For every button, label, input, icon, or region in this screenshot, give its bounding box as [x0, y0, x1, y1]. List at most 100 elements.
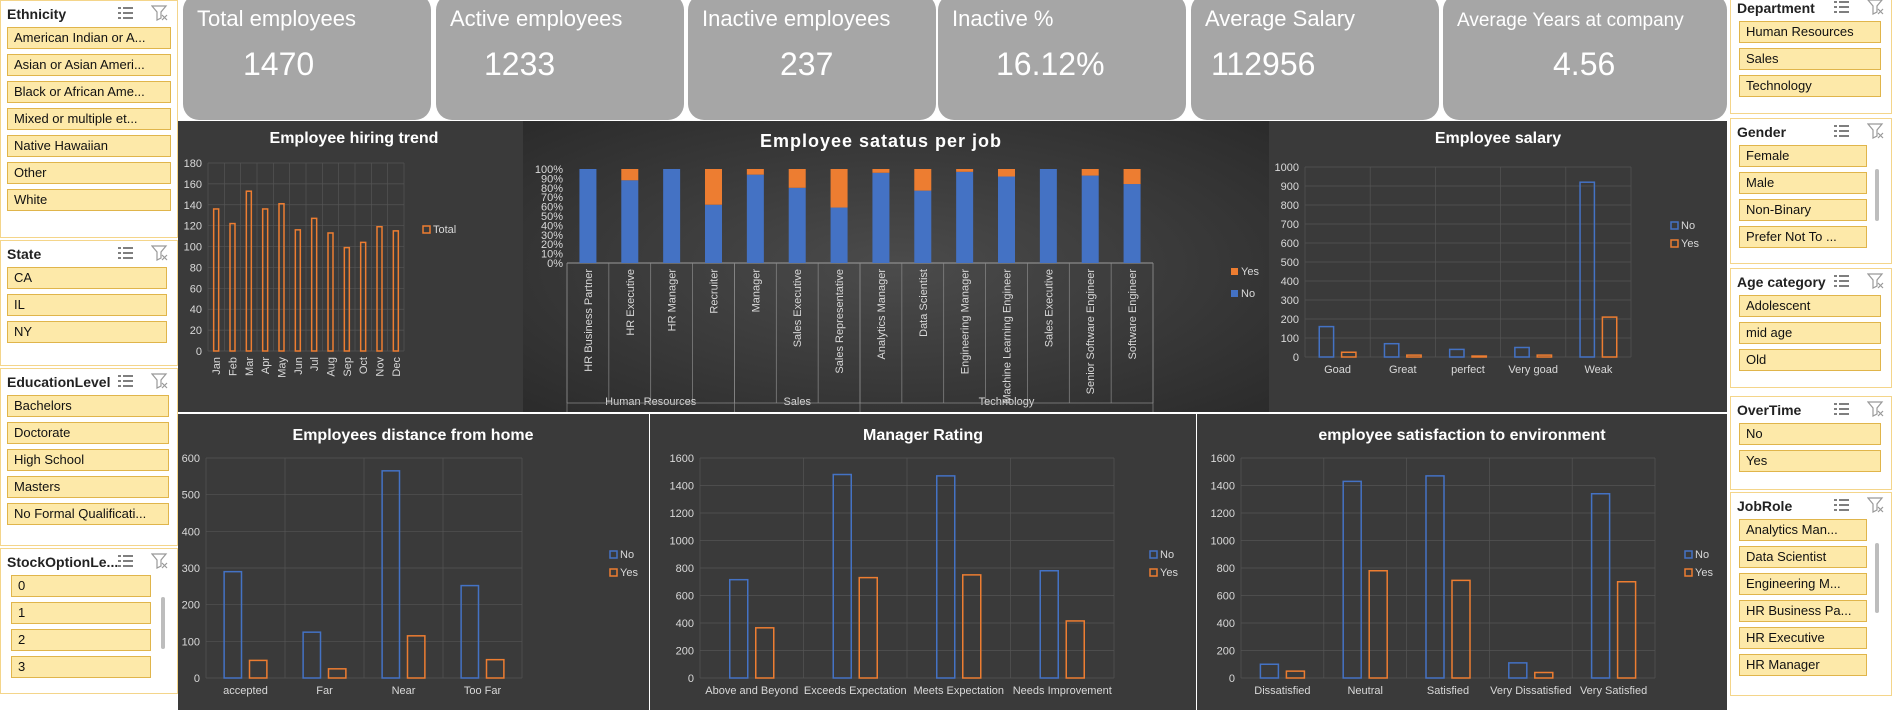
legend-label: No	[1241, 288, 1255, 300]
slicer-scrollbar[interactable]	[161, 597, 165, 649]
slicer-item[interactable]: Female	[1739, 145, 1867, 167]
y-tick-label: 700	[1281, 219, 1299, 231]
slicer-item[interactable]: Native Hawaiian	[7, 135, 171, 157]
stock-option-slicer: StockOptionLe... 0 1 2 3	[0, 548, 178, 694]
y-tick-label: 1200	[1211, 508, 1235, 520]
clear-filter-icon[interactable]	[151, 373, 169, 389]
y-tick-label: 1000	[1275, 162, 1299, 174]
slicer-item[interactable]: NY	[7, 321, 167, 343]
clear-filter-icon[interactable]	[151, 5, 169, 21]
bar	[1508, 662, 1528, 679]
slicer-item[interactable]: Data Scientist	[1739, 546, 1867, 568]
y-tick-label: 800	[1217, 563, 1235, 575]
slicer-item[interactable]: No	[1739, 423, 1881, 445]
bar	[229, 222, 236, 352]
job-role-slicer: JobRole Analytics Man... Data Scientist …	[1730, 492, 1892, 696]
slicer-item[interactable]: Masters	[7, 476, 169, 498]
overtime-slicer-title: OverTime	[1737, 402, 1802, 418]
clear-filter-icon[interactable]	[1867, 497, 1885, 513]
slicer-item[interactable]: Human Resources	[1739, 21, 1881, 43]
y-tick-label: 0	[1229, 673, 1235, 685]
y-tick-label: 800	[1281, 200, 1299, 212]
bar	[392, 230, 400, 352]
bar	[1616, 581, 1637, 679]
x-tick-label: Very goad	[1508, 364, 1558, 376]
distance-from-home-chart: Employees distance from home 0 100 200 300 40…	[178, 414, 649, 710]
x-tick-label: Dec	[391, 357, 403, 377]
slicer-item[interactable]: Sales	[1739, 48, 1881, 70]
slicer-item[interactable]: CA	[7, 267, 167, 289]
multi-select-icon[interactable]	[1833, 401, 1851, 417]
slicer-item[interactable]: Analytics Man...	[1739, 519, 1867, 541]
x-tick-label: HR Executive	[625, 269, 637, 336]
multi-select-icon[interactable]	[1833, 273, 1851, 289]
y-tick-label: 160	[184, 179, 202, 191]
clear-filter-icon[interactable]	[1867, 123, 1885, 139]
slicer-item[interactable]: HR Executive	[1739, 627, 1867, 649]
legend-label: No	[1160, 549, 1174, 561]
slicer-item[interactable]: HR Business Pa...	[1739, 600, 1867, 622]
x-tick-label: Meets Expectation	[914, 685, 1005, 697]
y-tick-label: 50%	[541, 211, 563, 223]
slicer-item[interactable]: Asian or Asian Ameri...	[7, 54, 171, 76]
bar	[1590, 493, 1611, 679]
slicer-item[interactable]: Non-Binary	[1739, 199, 1867, 221]
slicer-item[interactable]: High School	[7, 449, 169, 471]
y-tick-label: 100	[184, 242, 202, 254]
legend-swatch	[609, 568, 618, 577]
multi-select-icon[interactable]	[1833, 123, 1851, 139]
bar-segment	[872, 172, 890, 263]
bar	[1471, 355, 1488, 358]
x-tick-label: Very Dissatisfied	[1490, 685, 1571, 697]
multi-select-icon[interactable]	[1833, 497, 1851, 513]
legend-label: Yes	[1241, 266, 1259, 278]
bar	[832, 473, 852, 679]
slicer-item[interactable]: Prefer Not To ...	[1739, 226, 1867, 248]
ethnicity-slicer: Ethnicity American Indian or A... Asian …	[0, 0, 178, 238]
bar	[1579, 181, 1596, 358]
slicer-item[interactable]: 1	[11, 602, 151, 624]
slicer-item[interactable]: Yes	[1739, 450, 1881, 472]
slicer-item[interactable]: HR Manager	[1739, 654, 1867, 676]
x-tick-label: Sales Executive	[1043, 269, 1055, 347]
slicer-item[interactable]: IL	[7, 294, 167, 316]
kpi-title: Total employees	[197, 6, 356, 31]
multi-select-icon[interactable]	[117, 553, 135, 569]
clear-filter-icon[interactable]	[151, 553, 169, 569]
multi-select-icon[interactable]	[117, 5, 135, 21]
slicer-item[interactable]: Doctorate	[7, 422, 169, 444]
slicer-item[interactable]: 3	[11, 656, 151, 678]
clear-filter-icon[interactable]	[151, 245, 169, 261]
slicer-item[interactable]: Bachelors	[7, 395, 169, 417]
slicer-item[interactable]: American Indian or A...	[7, 27, 171, 49]
multi-select-icon[interactable]	[117, 373, 135, 389]
slicer-item[interactable]: Mixed or multiple et...	[7, 108, 171, 130]
slicer-item[interactable]: White	[7, 189, 171, 211]
bar	[381, 470, 401, 679]
gender-slicer-title: Gender	[1737, 124, 1787, 140]
slicer-scrollbar[interactable]	[1875, 169, 1879, 221]
multi-select-icon[interactable]	[117, 245, 135, 261]
slicer-item[interactable]: Old	[1739, 349, 1881, 371]
slicer-item[interactable]: Other	[7, 162, 171, 184]
slicer-item[interactable]: No Formal Qualificati...	[7, 503, 169, 525]
clear-filter-icon[interactable]	[1867, 401, 1885, 417]
slicer-item[interactable]: mid age	[1739, 322, 1881, 344]
slicer-item[interactable]: Male	[1739, 172, 1867, 194]
kpi-value: 237	[780, 46, 834, 82]
multi-select-icon[interactable]	[1833, 0, 1851, 15]
x-tick-label: Data Scientist	[918, 269, 930, 337]
y-tick-label: 1000	[1211, 536, 1235, 548]
clear-filter-icon[interactable]	[1867, 0, 1885, 15]
y-tick-label: 600	[182, 453, 200, 465]
slicer-scrollbar[interactable]	[1875, 543, 1879, 613]
slicer-item[interactable]: Engineering M...	[1739, 573, 1867, 595]
clear-filter-icon[interactable]	[1867, 273, 1885, 289]
slicer-item[interactable]: Technology	[1739, 75, 1881, 97]
slicer-item[interactable]: Black or African Ame...	[7, 81, 171, 103]
slicer-item[interactable]: 2	[11, 629, 151, 651]
slicer-item[interactable]: 0	[11, 575, 151, 597]
slicer-item[interactable]: Adolescent	[1739, 295, 1881, 317]
y-tick-label: 30%	[541, 230, 563, 242]
bar	[248, 659, 268, 679]
